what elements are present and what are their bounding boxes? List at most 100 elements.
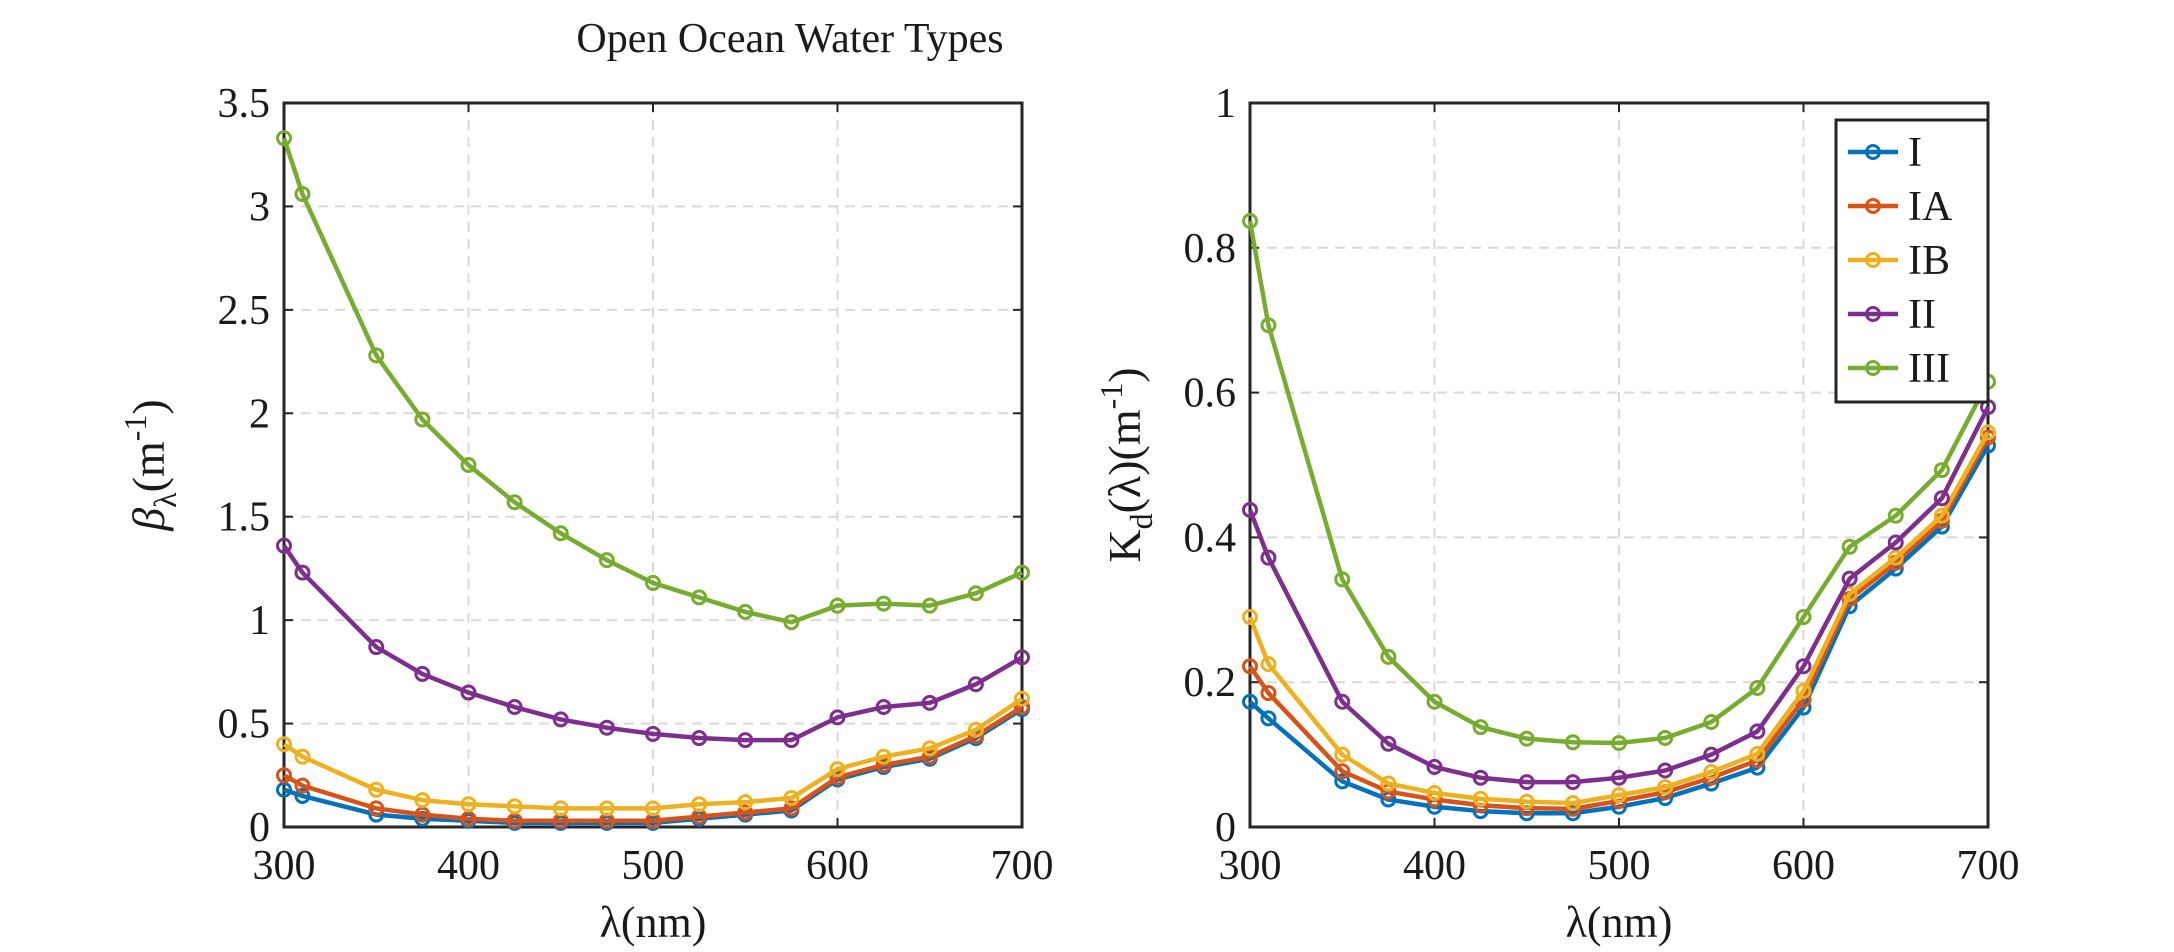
y-axis-label: Kd(λ)(m-1) — [1093, 367, 1159, 562]
data-point-IB — [294, 748, 311, 765]
data-point-III — [967, 585, 984, 602]
y-tick-label: 0.8 — [1184, 226, 1237, 272]
data-point-III — [1749, 679, 1766, 696]
y-label-unit: (m — [123, 441, 174, 492]
data-point-II — [506, 699, 523, 716]
data-point-II — [645, 725, 661, 742]
x-tick-label: 700 — [1957, 843, 2020, 889]
data-point-IA — [294, 777, 311, 794]
x-tick-label: 600 — [1772, 843, 1835, 889]
data-point-III — [875, 595, 892, 612]
data-point-II — [875, 699, 892, 716]
legend-marker-IB — [1865, 252, 1881, 268]
data-point-IB — [1795, 682, 1812, 699]
data-point-III — [1841, 538, 1858, 555]
y-tick-label: 1 — [1215, 81, 1236, 127]
y-tick-label: 1.5 — [218, 495, 271, 541]
legend-marker-II — [1865, 306, 1881, 322]
data-point-IA — [368, 800, 385, 817]
data-point-III — [829, 597, 846, 614]
data-point-III — [691, 589, 708, 606]
data-point-III — [506, 494, 523, 511]
series-line-IB — [282, 696, 1024, 811]
legend-marker-I — [1865, 144, 1881, 160]
data-point-II — [1242, 501, 1258, 518]
x-tick-label: 300 — [253, 843, 316, 889]
y-tick-label: 0 — [249, 805, 270, 851]
data-point-II — [1887, 534, 1904, 551]
data-point-III — [1242, 213, 1258, 230]
data-point-II — [737, 732, 754, 749]
y-tick-label: 3.5 — [218, 81, 271, 127]
data-point-III — [1426, 693, 1443, 710]
y-label-base: β — [123, 508, 174, 532]
data-point-III — [1334, 571, 1351, 588]
data-point-III — [737, 603, 754, 620]
data-point-III — [294, 186, 311, 203]
y-label-subscript: d — [1123, 513, 1159, 529]
data-point-I — [1260, 710, 1277, 727]
data-point-II — [967, 676, 984, 693]
data-point-III — [1611, 735, 1627, 752]
data-point-II — [1841, 570, 1858, 587]
data-point-IB — [506, 798, 523, 815]
data-point-IB — [460, 796, 477, 813]
data-point-IB — [1014, 690, 1030, 707]
data-point-IB — [737, 794, 754, 811]
y-label-close: ) — [123, 399, 174, 414]
data-point-IB — [1933, 507, 1950, 524]
y-tick-label: 2 — [249, 391, 270, 437]
data-point-IB — [1703, 763, 1720, 780]
figure-title: Open Ocean Water Types — [576, 16, 1003, 62]
data-point-II — [414, 665, 431, 682]
y-tick-label: 0.2 — [1184, 660, 1237, 706]
data-point-II — [1611, 769, 1627, 786]
series-line-II — [282, 544, 1024, 743]
data-point-II — [1334, 693, 1351, 710]
data-point-IB — [552, 800, 569, 817]
data-point-IB — [921, 740, 938, 757]
series-line-II — [1247, 406, 1991, 785]
data-point-I — [294, 787, 311, 804]
x-tick-label: 600 — [806, 843, 869, 889]
data-point-II — [921, 694, 938, 711]
data-point-IA — [1980, 429, 1996, 446]
data-point-III — [1564, 734, 1581, 751]
data-point-II — [1518, 774, 1535, 791]
legend-marker-IA — [1865, 198, 1881, 214]
data-point-III — [1014, 564, 1030, 581]
y-label-subscript: λ — [147, 492, 183, 508]
data-point-IB — [829, 761, 846, 778]
data-point-IA — [1334, 763, 1351, 780]
data-point-III — [1795, 609, 1812, 626]
data-point-IB — [414, 792, 431, 809]
data-point-IB — [368, 781, 385, 798]
data-point-IB — [276, 736, 292, 753]
x-axis-label: λ(nm) — [1566, 898, 1673, 947]
data-point-III — [276, 130, 292, 147]
y-tick-label: 3 — [249, 184, 270, 230]
data-point-IB — [645, 800, 661, 817]
data-point-II — [1380, 735, 1397, 752]
data-point-III — [460, 457, 477, 473]
data-point-IB — [1518, 793, 1535, 810]
data-point-IB — [875, 748, 892, 765]
data-point-II — [1472, 769, 1489, 786]
y-tick-label: 2.5 — [218, 288, 271, 334]
data-point-IB — [1426, 784, 1443, 801]
data-point-II — [598, 719, 615, 736]
legend-label-I: I — [1908, 130, 1922, 176]
y-tick-label: 0.5 — [218, 702, 271, 748]
data-point-IB — [691, 796, 708, 813]
data-point-II — [829, 709, 846, 726]
data-point-III — [552, 525, 569, 542]
x-axis-label: λ(nm) — [600, 898, 707, 947]
y-axis-label: βλ(m-1) — [117, 399, 183, 532]
data-point-II — [552, 711, 569, 728]
data-point-IB — [1564, 795, 1581, 812]
data-point-IB — [1472, 790, 1489, 807]
data-point-IA — [1260, 685, 1277, 702]
y-tick-label: 0 — [1215, 805, 1236, 851]
